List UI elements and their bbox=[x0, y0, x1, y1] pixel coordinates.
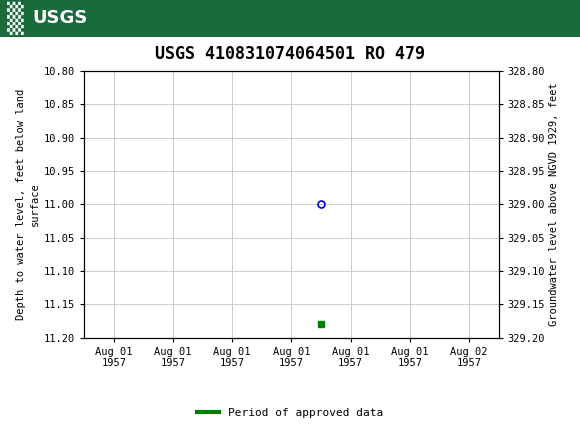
Text: ▒: ▒ bbox=[7, 2, 24, 35]
Text: USGS 410831074064501 RO 479: USGS 410831074064501 RO 479 bbox=[155, 45, 425, 63]
Y-axis label: Groundwater level above NGVD 1929, feet: Groundwater level above NGVD 1929, feet bbox=[549, 83, 560, 326]
Y-axis label: Depth to water level, feet below land
surface: Depth to water level, feet below land su… bbox=[16, 89, 39, 320]
Legend: Period of approved data: Period of approved data bbox=[193, 403, 387, 422]
Text: USGS: USGS bbox=[32, 9, 87, 27]
